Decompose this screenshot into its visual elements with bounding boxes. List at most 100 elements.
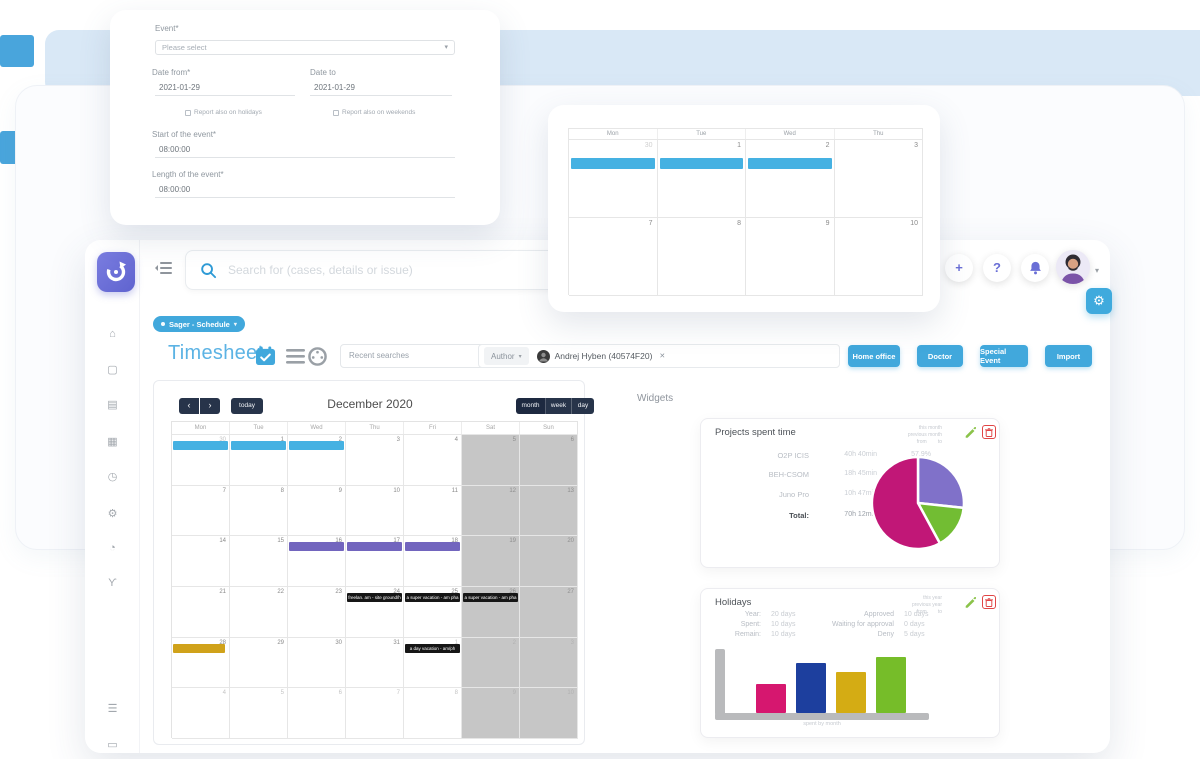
calendar-day-cell[interactable]: 3 (520, 637, 578, 689)
calendar-day-cell[interactable]: 25 a super vacation - am pha (404, 586, 462, 638)
calendar-day-cell[interactable]: 7 (172, 485, 230, 537)
mini-day-cell[interactable]: 9 (746, 218, 835, 296)
calendar-event[interactable]: a day vacation - am/ph (405, 643, 460, 653)
list-icon[interactable]: ▤ (107, 399, 118, 411)
remove-author-filter-icon[interactable]: ✕ (659, 353, 666, 360)
calendar-day-cell[interactable]: 2 (288, 435, 346, 486)
calendar-day-cell[interactable]: 2 (462, 637, 520, 689)
context-pill[interactable]: Sager - Schedule ▾ (153, 316, 245, 332)
calendar-day-cell[interactable]: 9 (462, 688, 520, 739)
calendar-day-cell[interactable]: 4 (404, 435, 462, 486)
mini-calendar-event[interactable] (659, 158, 743, 169)
pie-chart-icon[interactable]: ◔ (109, 542, 116, 554)
calendar-day-cell[interactable]: 15 (230, 536, 288, 587)
date-from-input[interactable]: 2021-01-29 (155, 82, 295, 96)
edit-widget-icon[interactable] (964, 426, 977, 444)
mini-day-cell[interactable]: 2 (746, 140, 835, 218)
add-button[interactable]: + (945, 254, 973, 282)
action-button-import[interactable]: Import (1045, 345, 1092, 367)
calendar-day-cell[interactable]: 8 (404, 688, 462, 739)
calendar-day-cell[interactable]: 3 (346, 435, 404, 486)
calendar-day-cell[interactable]: 6 (288, 688, 346, 739)
calendar-day-cell[interactable]: 29 (230, 637, 288, 689)
calendar-day-cell[interactable]: 26 a super vacation - am pha (462, 586, 520, 638)
notifications-button[interactable] (1021, 254, 1049, 282)
calendar-event[interactable] (289, 542, 344, 552)
calendar-day-cell[interactable]: 20 (520, 536, 578, 587)
calendar-day-cell[interactable]: 23 (288, 586, 346, 638)
calendar-day-cell[interactable]: 14 (172, 536, 230, 587)
mini-day-cell[interactable]: 8 (657, 218, 746, 296)
mini-day-cell[interactable]: 30 (569, 140, 658, 218)
settings-gears-icon[interactable]: ⚙ (107, 508, 118, 520)
calendar-day-cell[interactable]: 18 (404, 536, 462, 587)
calendar-day-cell[interactable]: 5 (462, 435, 520, 486)
length-input[interactable]: 08:00:00 (155, 184, 455, 198)
delete-widget-icon[interactable] (982, 425, 996, 439)
calendar-event[interactable] (231, 441, 286, 450)
action-button-home-office[interactable]: Home office (848, 345, 900, 367)
calendar-day-cell[interactable]: 4 (172, 688, 230, 739)
calendar-day-cell[interactable]: 8 (230, 485, 288, 537)
report-holidays-checkbox[interactable]: Report also on holidays (185, 109, 262, 116)
calendar-event[interactable]: freelan. am - site ground/h (347, 592, 402, 602)
calendar-day-cell[interactable]: 13 (520, 485, 578, 537)
calendar-day-cell[interactable]: 9 (288, 485, 346, 537)
calendar-prev-button[interactable]: ‹ (179, 398, 199, 414)
widget-period-filter[interactable]: this year previous year from to (911, 595, 942, 615)
author-filter-chip[interactable]: Author ▾ (484, 347, 529, 365)
widget-period-filter[interactable]: this month previous month from to (907, 425, 942, 445)
calendar-event[interactable]: a super vacation - am pha (463, 592, 518, 602)
home-icon[interactable]: ⌂ (109, 328, 116, 340)
settings-gear-button[interactable]: ⚙ (1086, 288, 1112, 314)
calendar-day-cell[interactable]: 1 (230, 435, 288, 486)
calendar-event[interactable] (173, 643, 226, 653)
calendar-day-cell[interactable]: 10 (346, 485, 404, 537)
mini-calendar-event[interactable] (571, 158, 655, 169)
cases-icon[interactable]: ▢ (107, 364, 118, 376)
list-view-icon[interactable] (286, 349, 305, 369)
delete-widget-icon[interactable] (982, 595, 996, 609)
start-input[interactable]: 08:00:00 (155, 144, 455, 158)
branch-icon[interactable]: Ƴ (108, 577, 117, 589)
recent-searches-input[interactable]: Recent searches (340, 344, 486, 368)
calendar-day-cell[interactable]: 27 (520, 586, 578, 638)
calendar-event[interactable]: a super vacation - am pha (405, 592, 460, 602)
clock-icon[interactable]: ◷ (107, 471, 118, 483)
view-button-month[interactable]: month (516, 398, 546, 414)
calendar-view-icon[interactable] (255, 346, 276, 371)
calendar-event[interactable] (405, 542, 460, 552)
mini-day-cell[interactable]: 1 (657, 140, 746, 218)
calendar-day-cell[interactable]: 11 (404, 485, 462, 537)
report-weekends-checkbox[interactable]: Report also on weekends (333, 109, 415, 116)
calendar-day-cell[interactable]: 28 (172, 637, 230, 689)
action-button-doctor[interactable]: Doctor (917, 345, 963, 367)
calendar-day-cell[interactable]: 30 (288, 637, 346, 689)
menu-list-icon[interactable]: ☰ (107, 703, 118, 715)
calendar-day-cell[interactable]: 19 (462, 536, 520, 587)
action-button-special-event[interactable]: Special Event (980, 345, 1028, 367)
author-filter-bar[interactable]: Author ▾ Andrej Hyben (40574F20) ✕ (478, 344, 840, 368)
calendar-next-button[interactable]: › (200, 398, 220, 414)
calendar-day-cell[interactable]: 21 (172, 586, 230, 638)
view-button-day[interactable]: day (572, 398, 594, 414)
calendar-day-cell[interactable]: 24 freelan. am - site ground/h (346, 586, 404, 638)
calendar-day-cell[interactable]: 6 (520, 435, 578, 486)
help-button[interactable]: ? (983, 254, 1011, 282)
calendar-event[interactable] (289, 441, 344, 450)
calendar-day-cell[interactable]: 12 (462, 485, 520, 537)
user-avatar[interactable] (1056, 250, 1090, 284)
calendar-event[interactable] (173, 441, 228, 450)
avatar-caret-icon[interactable]: ▾ (1095, 266, 1100, 275)
calendar-event[interactable] (347, 542, 402, 552)
mini-day-cell[interactable]: 7 (569, 218, 658, 296)
keyboard-icon[interactable]: ▦ (107, 436, 118, 448)
calendar-day-cell[interactable]: 22 (230, 586, 288, 638)
calendar-day-cell[interactable]: 17 (346, 536, 404, 587)
event-select[interactable]: Please select ▾ (155, 40, 455, 55)
view-button-week[interactable]: week (546, 398, 572, 414)
calendar-day-cell[interactable]: 5 (230, 688, 288, 739)
date-to-input[interactable]: 2021-01-29 (310, 82, 452, 96)
mini-day-cell[interactable]: 10 (834, 218, 923, 296)
